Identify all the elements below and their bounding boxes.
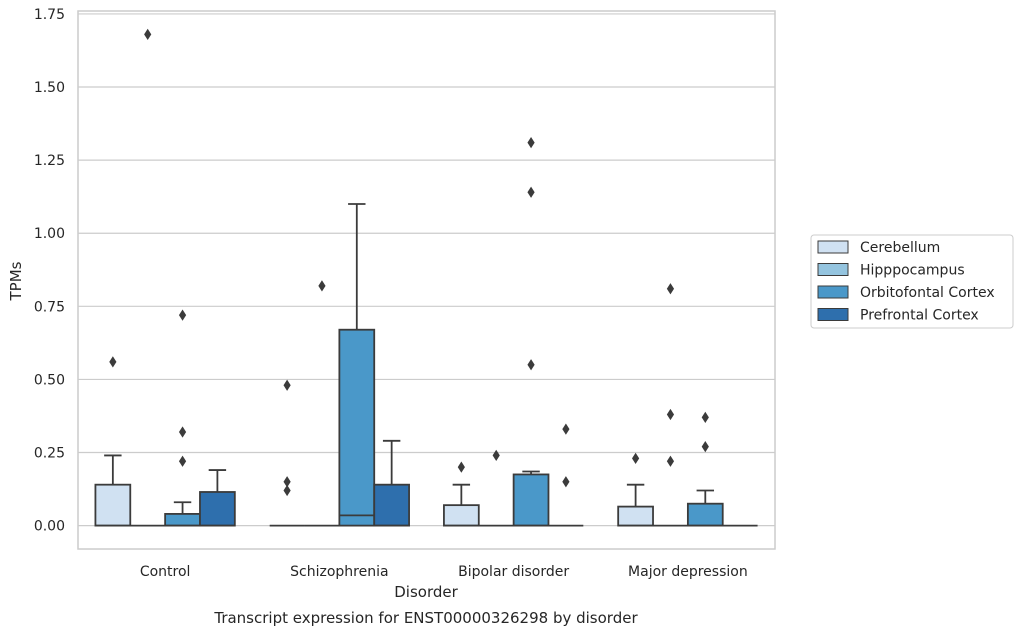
- outlier-point: [632, 452, 640, 464]
- box-body: [443, 504, 480, 527]
- outlier-point: [527, 186, 535, 198]
- outlier-point: [178, 455, 187, 467]
- x-tick-label: Control: [140, 564, 191, 580]
- y-axis-ticks: 0.00 0.25 0.50 0.75 1.00 1.25 1.50 1.75: [34, 7, 65, 535]
- y-tick-label: 1.00: [34, 226, 65, 242]
- legend-swatch: [817, 308, 849, 321]
- outlier-point: [178, 309, 187, 321]
- outlier-point: [562, 476, 570, 488]
- outlier-point: [701, 411, 709, 424]
- legend-swatch: [817, 240, 849, 254]
- y-tick-label: 1.50: [34, 80, 65, 96]
- outlier-point: [144, 28, 152, 41]
- box-1-1: [94, 454, 132, 527]
- box-body: [199, 491, 236, 527]
- box-body: [617, 505, 654, 527]
- legend: Cerebellum Hipppocampus Orbitofontal Corte…: [810, 234, 1014, 329]
- chart-caption: Transcript expression for ENST0000032629…: [213, 609, 638, 627]
- x-tick-label: Schizophrenia: [290, 564, 388, 580]
- box-body: [338, 328, 376, 527]
- legend-label: Hipppocampus: [860, 263, 965, 279]
- box-body: [164, 513, 201, 527]
- outlier-point: [562, 423, 570, 435]
- box-1-4: [617, 483, 654, 527]
- outlier-point: [701, 441, 709, 453]
- outlier-point: [666, 283, 675, 295]
- box-4-2: [373, 439, 410, 527]
- grid-lines: [78, 13, 775, 527]
- outlier-point: [457, 461, 465, 473]
- outlier-point: [283, 476, 291, 488]
- y-tick-label: 1.25: [34, 153, 65, 169]
- box-1-3: [443, 483, 480, 527]
- box-3-2: [338, 203, 376, 527]
- legend-swatch: [817, 263, 849, 276]
- outlier-point: [283, 484, 291, 497]
- legend-frame: [810, 234, 1014, 329]
- outlier-point: [178, 426, 187, 438]
- y-tick-label: 0.50: [34, 372, 65, 388]
- x-tick-label: Bipolar disorder: [458, 564, 569, 580]
- outlier-point: [283, 379, 291, 391]
- y-tick-label: 0.00: [34, 519, 65, 535]
- x-axis-ticks: Control Schizophrenia Bipolar disorder Majo…: [140, 564, 748, 580]
- outliers: [109, 28, 709, 497]
- outlier-point: [109, 356, 117, 368]
- box-body: [512, 473, 550, 527]
- x-axis-label: Disorder: [394, 583, 458, 601]
- y-tick-label: 0.75: [34, 299, 65, 315]
- box-body: [94, 483, 132, 527]
- box-body: [686, 502, 724, 527]
- box-3-3: [512, 470, 550, 527]
- plot-area-frame: [77, 10, 776, 550]
- legend-label: Cerebellum: [860, 240, 940, 256]
- box-3-1: [164, 501, 201, 527]
- x-tick-label: Major depression: [628, 564, 748, 580]
- outlier-point: [666, 455, 675, 467]
- legend-swatch: [817, 285, 849, 299]
- y-tick-label: 1.75: [34, 7, 65, 23]
- outlier-point: [527, 359, 535, 371]
- outlier-point: [492, 449, 500, 462]
- y-tick-label: 0.25: [34, 446, 65, 462]
- legend-label: Prefrontal Cortex: [860, 308, 979, 324]
- box-body: [373, 483, 410, 527]
- legend-label: Orbitofontal Cortex: [860, 285, 995, 301]
- outlier-point: [527, 136, 535, 149]
- boxes: [94, 203, 758, 527]
- box-3-4: [686, 489, 724, 527]
- outlier-point: [318, 280, 326, 292]
- box-4-1: [199, 469, 236, 527]
- y-axis-label: TPMs: [7, 261, 25, 301]
- outlier-point: [666, 408, 675, 421]
